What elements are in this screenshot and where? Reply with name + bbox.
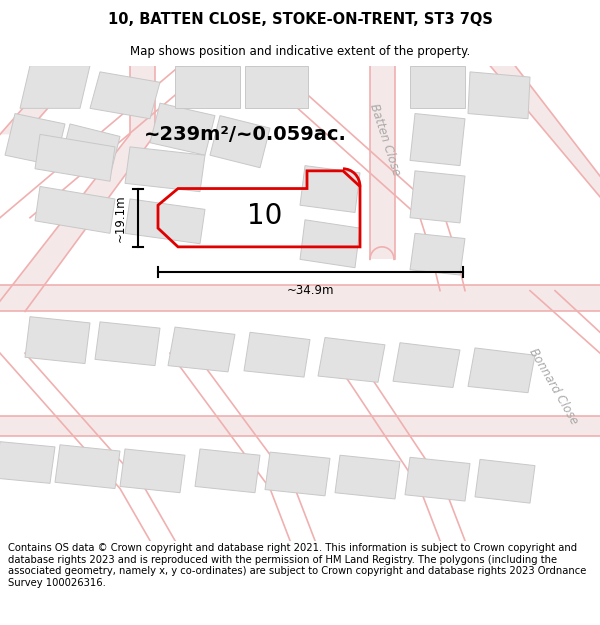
Polygon shape	[55, 445, 120, 489]
Polygon shape	[60, 124, 120, 176]
Polygon shape	[370, 66, 395, 259]
Polygon shape	[210, 116, 270, 168]
Polygon shape	[0, 66, 85, 134]
Polygon shape	[410, 114, 465, 166]
Polygon shape	[90, 72, 160, 119]
Polygon shape	[335, 455, 400, 499]
Polygon shape	[265, 452, 330, 496]
Polygon shape	[300, 166, 360, 212]
Polygon shape	[0, 286, 600, 311]
Polygon shape	[0, 66, 155, 311]
Polygon shape	[318, 338, 385, 382]
Polygon shape	[0, 442, 55, 483]
Text: 10: 10	[247, 202, 283, 229]
Polygon shape	[393, 342, 460, 388]
Text: ~34.9m: ~34.9m	[287, 284, 334, 297]
Polygon shape	[468, 72, 530, 119]
Text: Map shows position and indicative extent of the property.: Map shows position and indicative extent…	[130, 45, 470, 58]
Polygon shape	[410, 233, 465, 275]
Polygon shape	[245, 66, 308, 108]
Polygon shape	[490, 66, 600, 197]
Polygon shape	[25, 317, 90, 364]
Text: ~19.1m: ~19.1m	[113, 194, 127, 241]
Text: Batten Close: Batten Close	[367, 102, 403, 178]
Polygon shape	[95, 322, 160, 366]
Polygon shape	[125, 199, 205, 244]
Polygon shape	[410, 171, 465, 223]
Polygon shape	[0, 416, 600, 436]
Text: 10, BATTEN CLOSE, STOKE-ON-TRENT, ST3 7QS: 10, BATTEN CLOSE, STOKE-ON-TRENT, ST3 7Q…	[107, 12, 493, 27]
Polygon shape	[300, 220, 360, 268]
Polygon shape	[475, 459, 535, 503]
Polygon shape	[175, 66, 240, 108]
Text: Bonnard Close: Bonnard Close	[526, 346, 580, 427]
Polygon shape	[5, 114, 65, 166]
Text: ~239m²/~0.059ac.: ~239m²/~0.059ac.	[143, 125, 346, 144]
Polygon shape	[35, 134, 115, 181]
Polygon shape	[168, 327, 235, 372]
Polygon shape	[195, 449, 260, 493]
Polygon shape	[125, 147, 205, 192]
Polygon shape	[405, 458, 470, 501]
Text: Contains OS data © Crown copyright and database right 2021. This information is : Contains OS data © Crown copyright and d…	[8, 543, 586, 588]
Polygon shape	[244, 332, 310, 377]
Polygon shape	[35, 186, 115, 233]
Polygon shape	[468, 348, 535, 392]
Polygon shape	[120, 449, 185, 493]
Polygon shape	[410, 66, 465, 108]
Polygon shape	[150, 103, 215, 155]
Polygon shape	[20, 66, 90, 108]
